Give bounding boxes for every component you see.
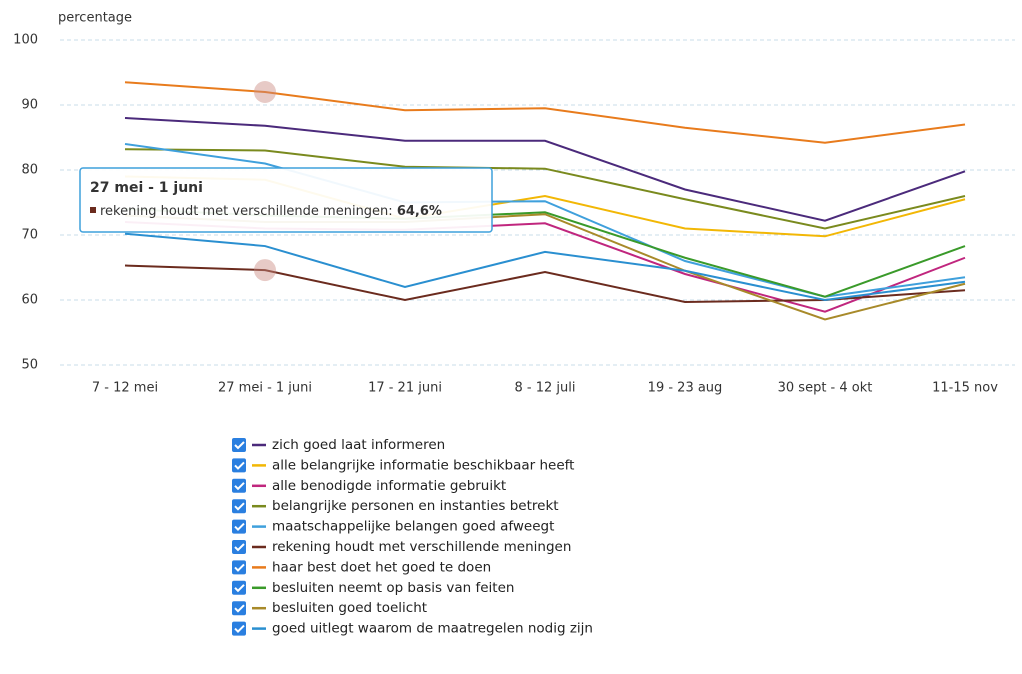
y-tick-label: 50	[21, 358, 38, 373]
legend-label[interactable]: rekening houdt met verschillende meninge…	[272, 539, 571, 555]
series-line	[124, 81, 966, 144]
x-tick-label: 30 sept - 4 okt	[778, 381, 873, 396]
tooltip-label: rekening houdt met verschillende meninge…	[100, 204, 442, 219]
tooltip-swatch	[90, 207, 96, 213]
legend-label[interactable]: alle belangrijke informatie beschikbaar …	[272, 457, 574, 473]
checkmark	[234, 502, 245, 511]
x-tick-label: 19 - 23 aug	[648, 381, 723, 396]
x-tick-label: 7 - 12 mei	[92, 381, 158, 396]
y-axis-label: percentage	[58, 11, 132, 26]
legend-label[interactable]: haar best doet het goed te doen	[272, 559, 491, 575]
legend-checkbox[interactable]	[232, 499, 246, 514]
checkmark	[234, 584, 245, 593]
legend-checkbox[interactable]	[232, 540, 246, 554]
legend-checkbox[interactable]	[232, 621, 246, 636]
checkmark	[234, 563, 245, 572]
checkmark	[234, 482, 245, 491]
checkmark	[234, 522, 245, 532]
legend-checkbox[interactable]	[232, 458, 246, 473]
checkmark	[234, 461, 245, 470]
legend-checkbox[interactable]	[232, 601, 246, 616]
legend-checkbox[interactable]	[232, 580, 246, 595]
legend-label[interactable]: zich goed laat informeren	[272, 437, 445, 453]
y-tick-label: 70	[21, 228, 38, 243]
tooltip-series: rekening houdt met verschillende meninge…	[100, 204, 393, 219]
checkmark	[234, 604, 245, 613]
tooltip-value: 64,6%	[397, 204, 442, 219]
y-tick-label: 90	[21, 98, 38, 113]
tooltip: 27 mei - 1 juni rekening houdt met versc…	[79, 167, 493, 233]
y-tick-label: 60	[21, 293, 38, 308]
x-tick-label: 27 mei - 1 juni	[218, 381, 312, 396]
x-tick-label: 8 - 12 juli	[515, 381, 576, 396]
legend-checkbox[interactable]	[232, 560, 246, 575]
legend-label[interactable]: besluiten goed toelicht	[272, 600, 427, 616]
legend-checkbox[interactable]	[232, 519, 246, 534]
legend-checkbox[interactable]	[232, 478, 246, 493]
y-tick-label: 100	[13, 33, 38, 48]
legend-label[interactable]: alle benodigde informatie gebruikt	[272, 478, 506, 494]
legend-label[interactable]: goed uitlegt waarom de maatregelen nodig…	[272, 621, 593, 637]
legend-label[interactable]: besluiten neemt op basis van feiten	[272, 580, 514, 596]
legend-label[interactable]: belangrijke personen en instanties betre…	[272, 498, 559, 514]
tooltip-title: 27 mei - 1 juni	[90, 180, 203, 196]
legend-checkbox[interactable]	[232, 438, 246, 452]
series-line	[124, 232, 966, 302]
hover-halo	[254, 259, 276, 282]
series-line	[124, 148, 966, 230]
x-tick-label: 11-15 nov	[932, 381, 998, 396]
series-line	[124, 264, 966, 303]
checkmark	[234, 441, 245, 450]
legend-label[interactable]: maatschappelijke belangen goed afweegt	[272, 519, 554, 535]
hover-halo	[254, 81, 276, 103]
series-line	[124, 117, 966, 222]
checkmark	[234, 624, 245, 634]
checkmark	[234, 543, 245, 552]
y-tick-label: 80	[21, 163, 38, 178]
x-tick-label: 17 - 21 juni	[368, 381, 442, 396]
tooltip-box	[79, 167, 493, 233]
